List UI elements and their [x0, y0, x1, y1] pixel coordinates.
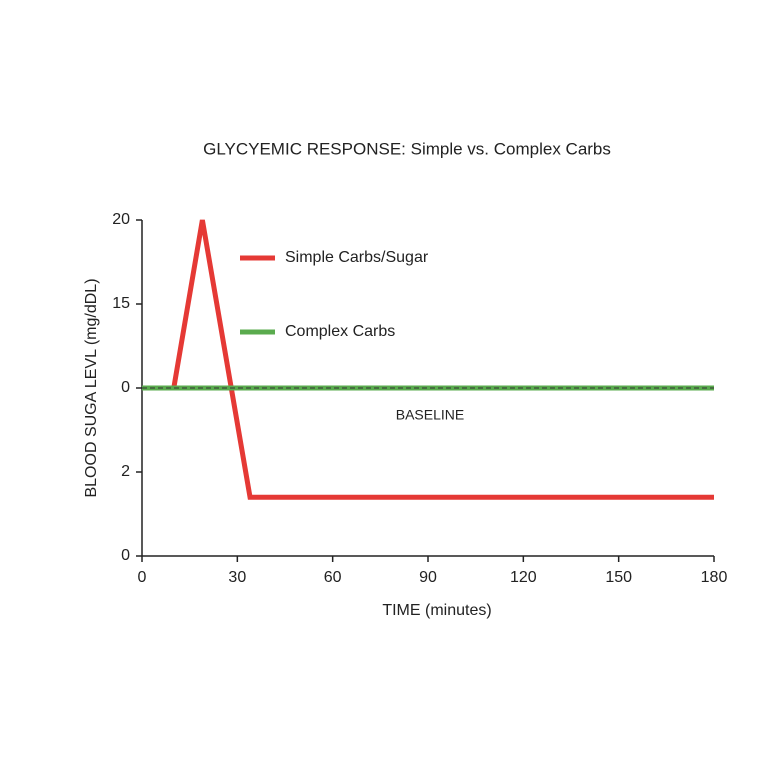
y-tick-label: 2 — [121, 463, 130, 480]
y-axis-label: BLOOD SUGA LEVL (mg/dDL) — [83, 278, 100, 497]
x-tick-label: 60 — [324, 569, 342, 586]
legend-label: Complex Carbs — [285, 323, 395, 340]
x-tick-label: 30 — [228, 569, 246, 586]
y-tick-label: 0 — [121, 379, 130, 396]
x-axis-label: TIME (minutes) — [382, 602, 491, 619]
x-tick-label: 120 — [510, 569, 537, 586]
x-tick-label: 150 — [605, 569, 632, 586]
y-tick-label: 20 — [112, 211, 130, 228]
annotation: BASELINE — [396, 407, 464, 423]
legend-label: Simple Carbs/Sugar — [285, 249, 429, 266]
y-tick-label: 15 — [112, 295, 130, 312]
x-tick-label: 90 — [419, 569, 437, 586]
x-tick-label: 180 — [701, 569, 728, 586]
chart-title: GLYCYEMIC RESPONSE: Simple vs. Complex C… — [203, 139, 611, 158]
x-tick-label: 0 — [138, 569, 147, 586]
y-tick-label: 0 — [121, 547, 130, 564]
